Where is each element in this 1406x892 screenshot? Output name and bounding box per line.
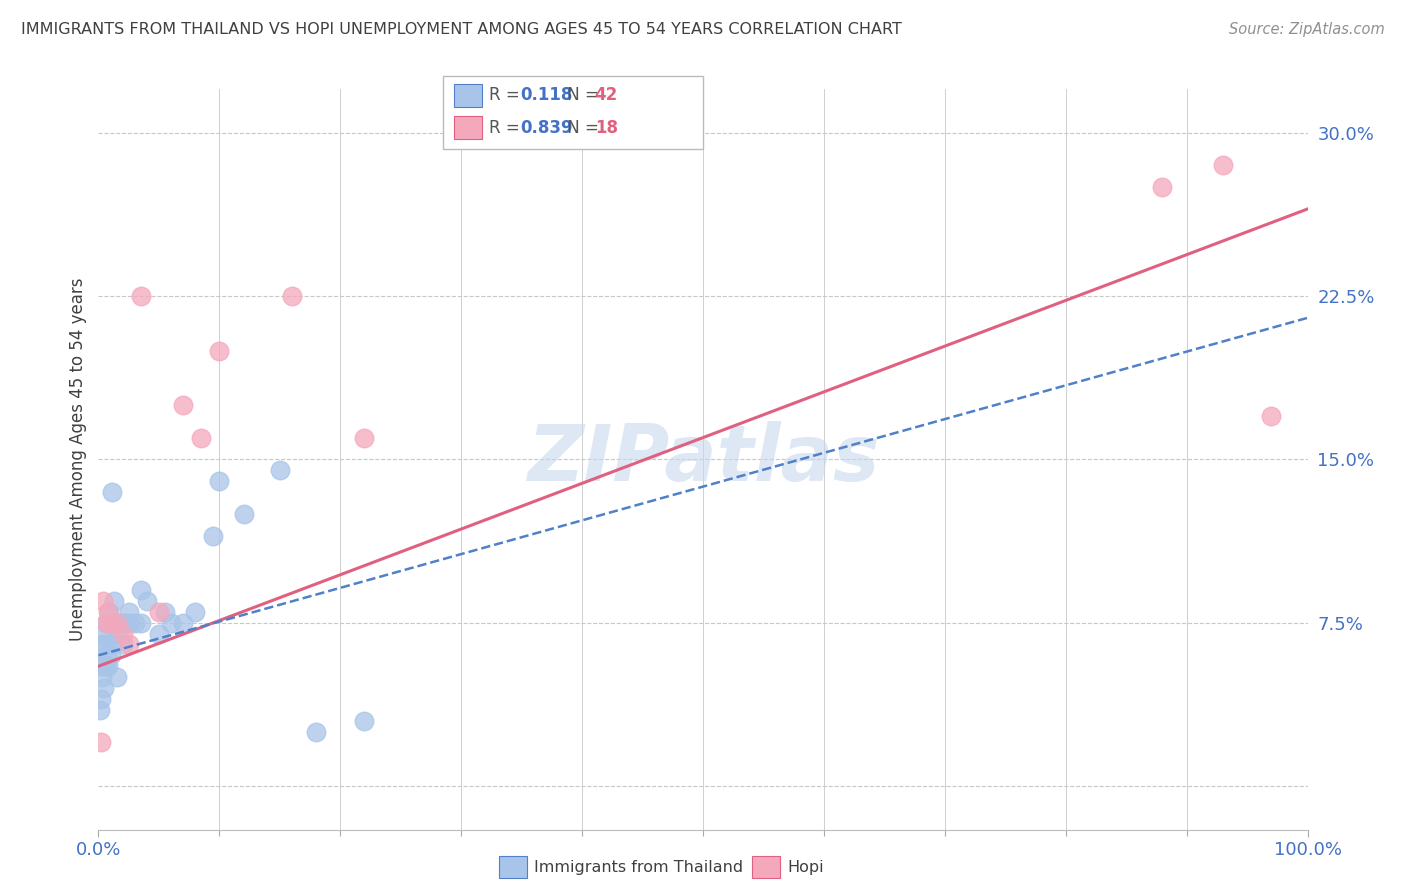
Point xyxy=(172,615,194,630)
Point xyxy=(105,626,128,640)
Text: 0.839: 0.839 xyxy=(520,119,572,136)
Point xyxy=(108,615,131,630)
Point xyxy=(184,605,207,619)
Point xyxy=(118,605,141,619)
Point xyxy=(353,431,375,445)
Point xyxy=(353,714,375,728)
Point xyxy=(269,463,291,477)
Point xyxy=(129,582,152,597)
Point xyxy=(91,594,114,608)
Point xyxy=(232,507,254,521)
Point xyxy=(172,398,194,412)
Point xyxy=(148,626,170,640)
Point xyxy=(90,659,112,673)
Point xyxy=(153,605,176,619)
Point xyxy=(93,681,115,695)
Point xyxy=(91,659,114,673)
Text: IMMIGRANTS FROM THAILAND VS HOPI UNEMPLOYMENT AMONG AGES 45 TO 54 YEARS CORRELAT: IMMIGRANTS FROM THAILAND VS HOPI UNEMPLO… xyxy=(21,22,903,37)
Point xyxy=(202,528,225,542)
Point xyxy=(103,594,125,608)
Point xyxy=(100,615,122,630)
Text: Immigrants from Thailand: Immigrants from Thailand xyxy=(534,860,744,874)
Point xyxy=(190,431,212,445)
Y-axis label: Unemployment Among Ages 45 to 54 years: Unemployment Among Ages 45 to 54 years xyxy=(69,277,87,641)
Text: Hopi: Hopi xyxy=(787,860,824,874)
Point xyxy=(91,670,114,684)
Point xyxy=(90,692,112,706)
Point xyxy=(148,605,170,619)
Point xyxy=(93,637,115,651)
Text: R =: R = xyxy=(489,119,526,136)
Point xyxy=(124,615,146,630)
Point xyxy=(118,615,141,630)
Point xyxy=(129,289,152,303)
Point xyxy=(98,605,121,619)
Point xyxy=(89,703,111,717)
Point xyxy=(100,615,122,630)
Point xyxy=(1212,158,1234,172)
Point xyxy=(94,659,117,673)
Point xyxy=(94,615,117,630)
Point xyxy=(100,648,122,663)
Point xyxy=(105,615,128,630)
Point xyxy=(1152,180,1174,194)
Text: Source: ZipAtlas.com: Source: ZipAtlas.com xyxy=(1229,22,1385,37)
Point xyxy=(91,637,114,651)
Point xyxy=(1260,409,1282,423)
Point xyxy=(94,615,117,630)
Text: ZIPatlas: ZIPatlas xyxy=(527,421,879,498)
Point xyxy=(118,637,141,651)
Point xyxy=(111,637,134,651)
Point xyxy=(160,615,183,630)
Point xyxy=(305,724,328,739)
Text: 0.118: 0.118 xyxy=(520,87,572,104)
Point xyxy=(281,289,304,303)
Text: N =: N = xyxy=(562,119,605,136)
Point xyxy=(135,594,157,608)
Point xyxy=(129,615,152,630)
Point xyxy=(208,474,231,488)
Text: 18: 18 xyxy=(595,119,617,136)
Point xyxy=(105,670,128,684)
Text: N =: N = xyxy=(562,87,605,104)
Point xyxy=(90,735,112,749)
Point xyxy=(91,626,114,640)
Point xyxy=(101,637,124,651)
Point xyxy=(114,615,136,630)
Point xyxy=(97,615,120,630)
Point xyxy=(97,605,120,619)
Text: R =: R = xyxy=(489,87,526,104)
Text: 42: 42 xyxy=(595,87,619,104)
Point xyxy=(100,485,122,500)
Point xyxy=(97,659,120,673)
Point xyxy=(111,626,134,640)
Point xyxy=(96,648,118,663)
Point xyxy=(208,343,231,358)
